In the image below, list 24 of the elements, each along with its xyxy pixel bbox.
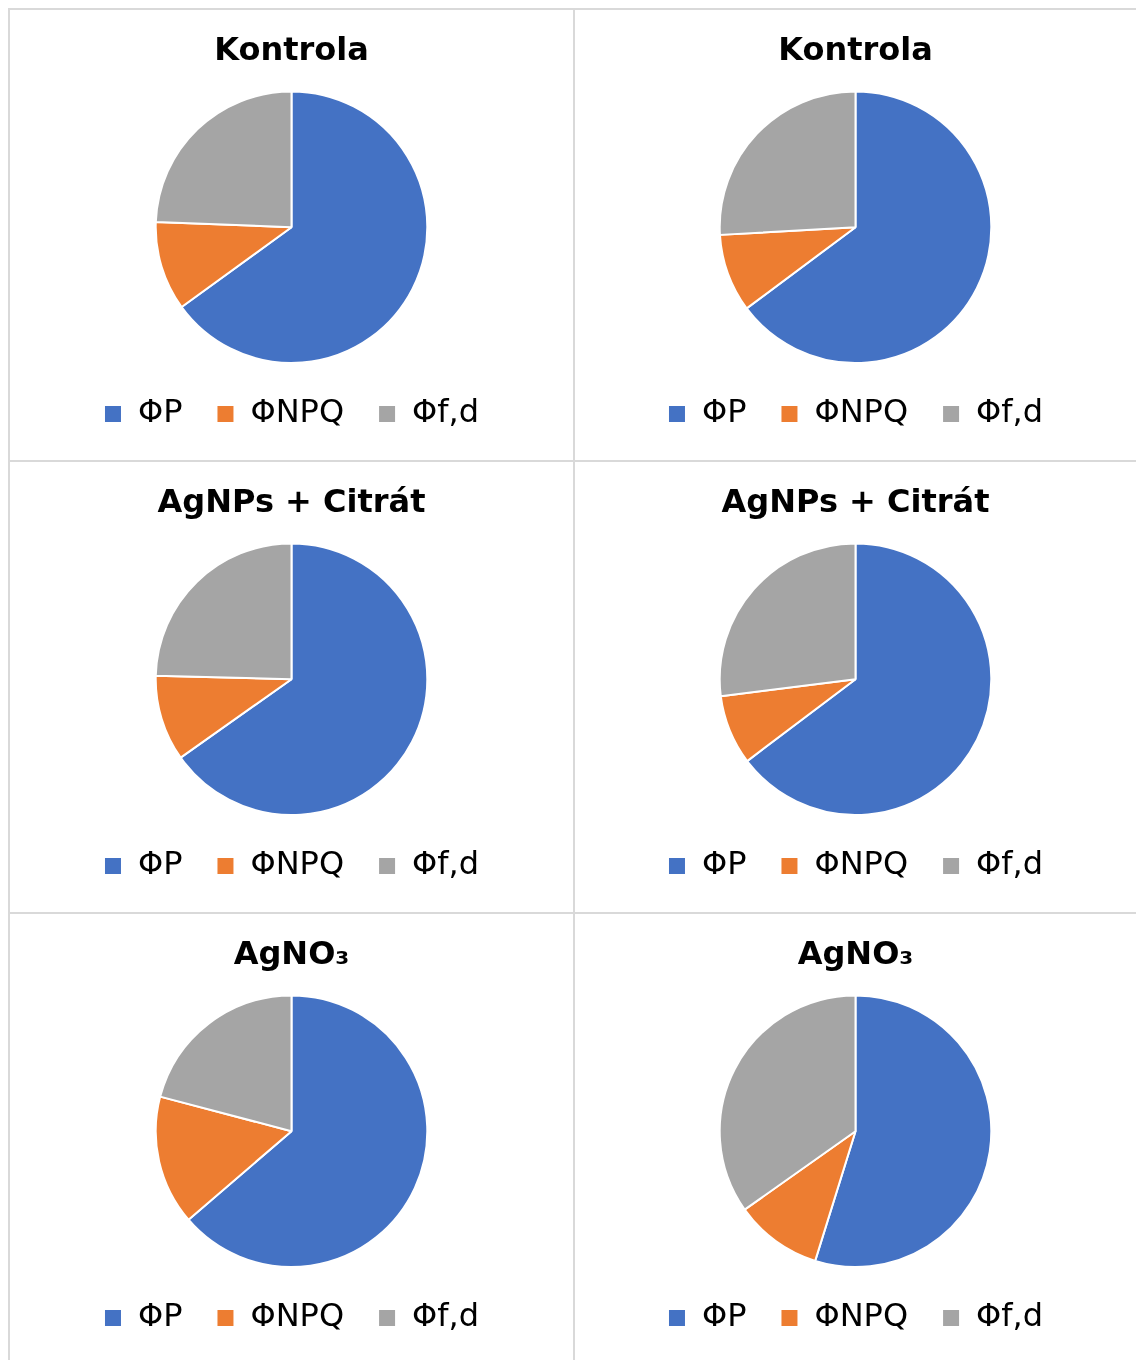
chart-title: AgNO₃: [797, 933, 914, 972]
legend-label: Φf,d: [976, 844, 1044, 883]
legend-label: Φf,d: [412, 844, 480, 883]
legend-label: ΦNPQ: [814, 844, 909, 883]
legend-label: ΦP: [137, 844, 183, 883]
legend-label: ΦP: [137, 392, 183, 431]
legend-label: Φf,d: [412, 1296, 480, 1335]
chart-title: Kontrola: [778, 29, 933, 68]
legend-label: ΦNPQ: [250, 844, 345, 883]
legend-label: Φf,d: [412, 392, 480, 431]
legend-label: ΦP: [137, 1296, 183, 1335]
legend-label: ΦP: [701, 392, 747, 431]
legend-label: Φf,d: [976, 1296, 1044, 1335]
chart-title: AgNPs + Citrát: [721, 481, 990, 520]
legend-label: Φf,d: [976, 392, 1044, 431]
legend-label: ΦP: [701, 1296, 747, 1335]
legend-label: ΦNPQ: [814, 1296, 909, 1335]
legend-label: ΦNPQ: [250, 392, 345, 431]
chart-title: Kontrola: [214, 29, 369, 68]
legend-label: ΦNPQ: [814, 392, 909, 431]
chart-title: AgNPs + Citrát: [157, 481, 426, 520]
chart-title: AgNO₃: [233, 933, 350, 972]
legend-label: ΦP: [701, 844, 747, 883]
legend-label: ΦNPQ: [250, 1296, 345, 1335]
